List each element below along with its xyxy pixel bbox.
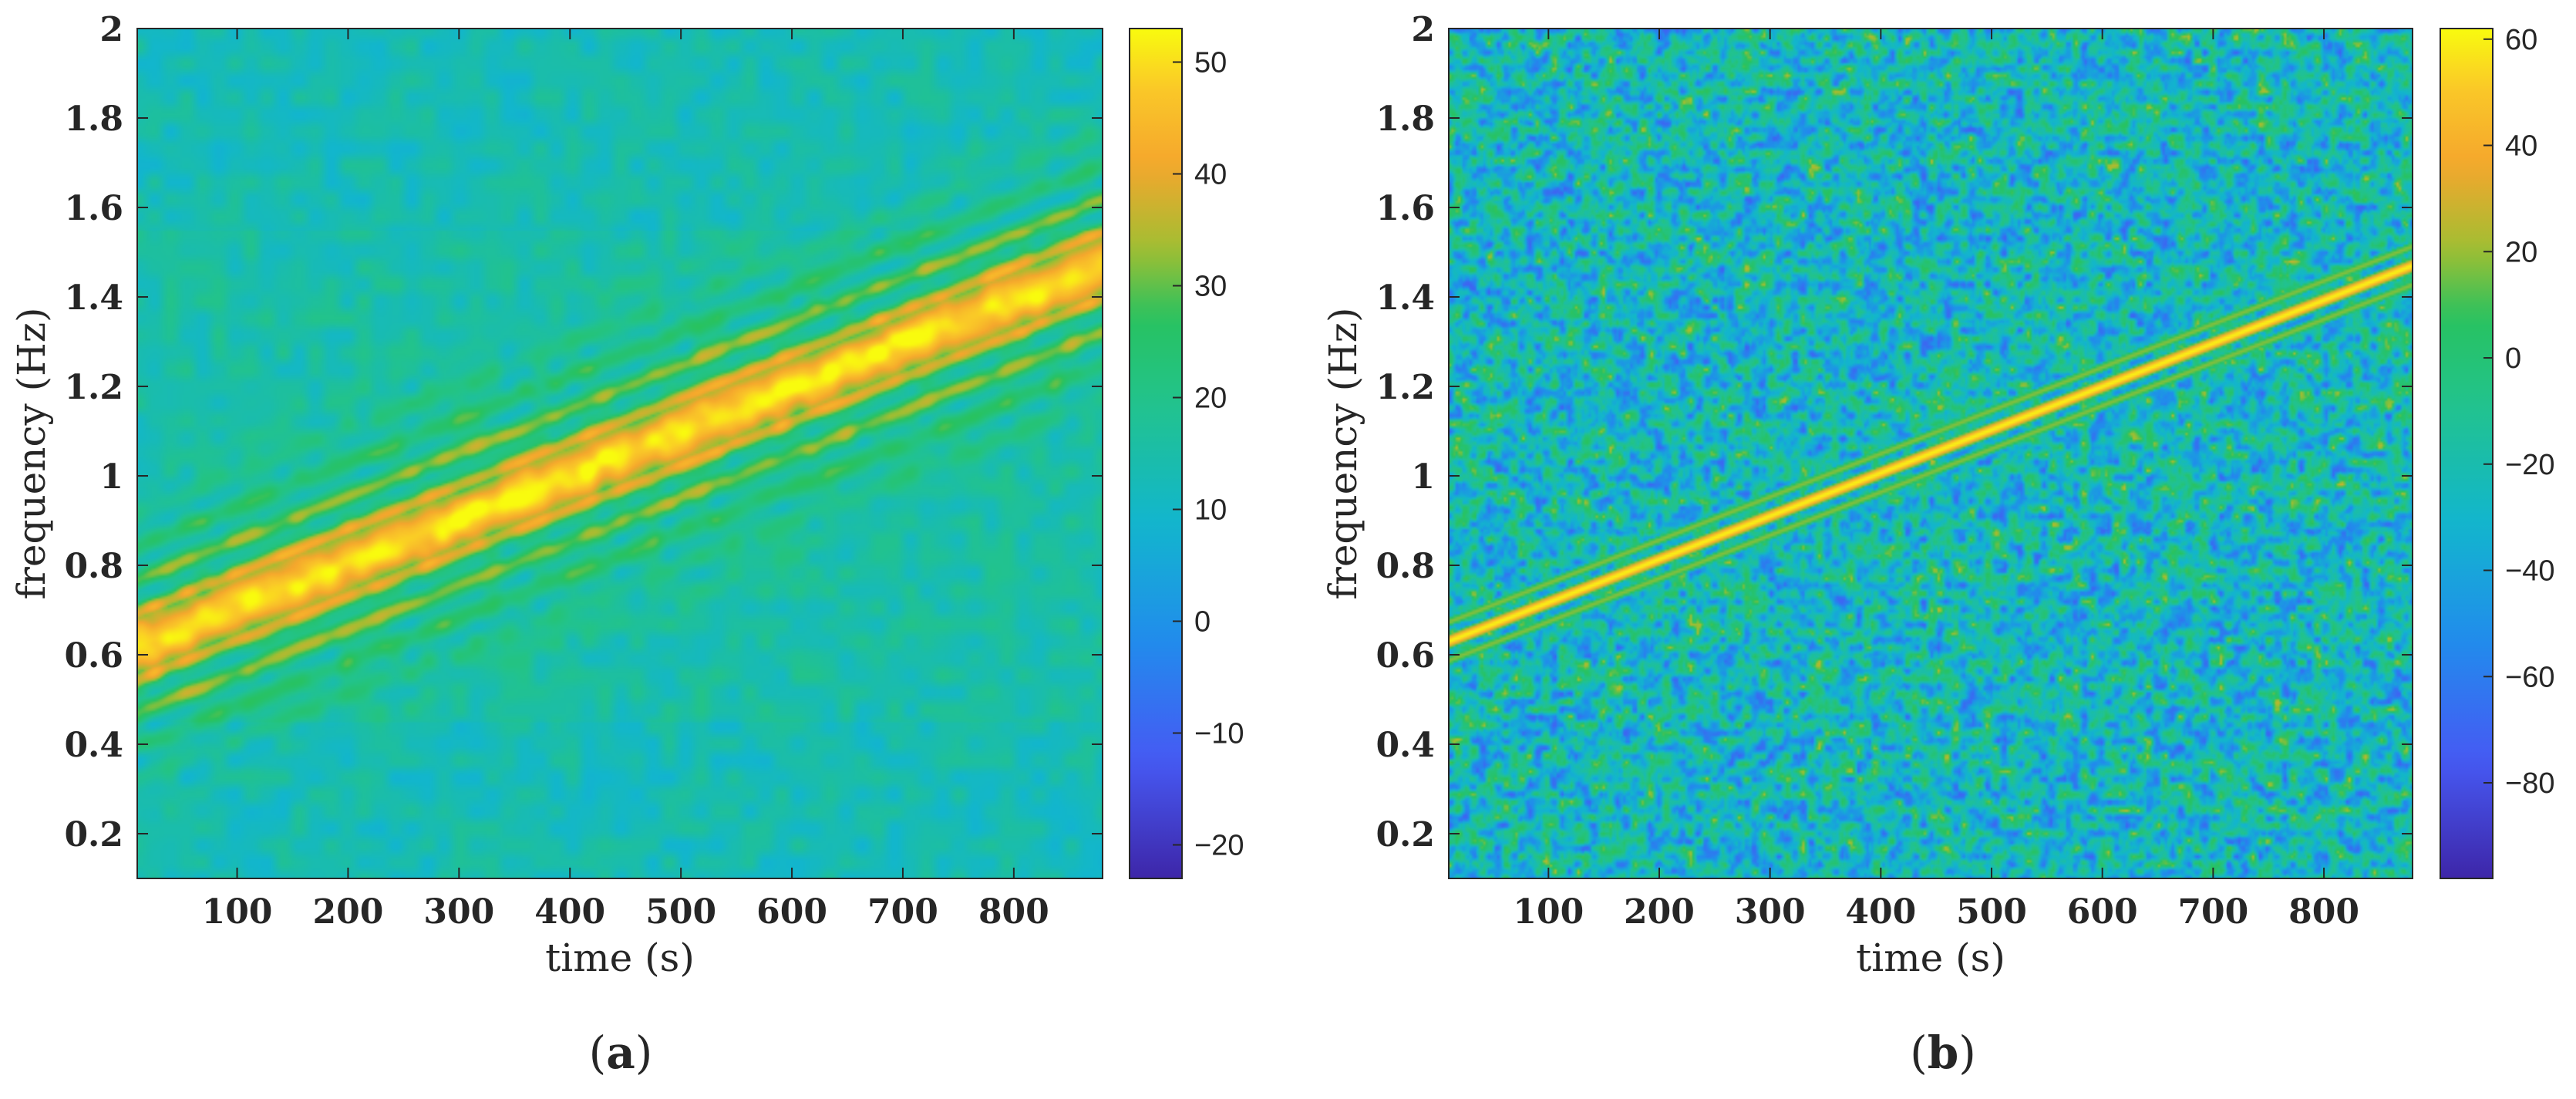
y-tick-label: 1.8	[64, 99, 123, 139]
colorbar-tick-label: 0	[1194, 606, 1211, 639]
colorbar-tick-label: −20	[1194, 830, 1244, 862]
x-tick-label: 600	[2067, 892, 2138, 932]
colorbar-tick-label: −60	[2505, 661, 2554, 693]
y-tick-label: 0.8	[1376, 547, 1435, 586]
y-tick-label: 1.2	[1376, 368, 1435, 407]
y-tick-label: 1.2	[64, 368, 123, 407]
colorbar-tick-label: −80	[2505, 767, 2554, 800]
x-tick-label: 200	[1624, 892, 1695, 932]
y-tick-label: 1.6	[1376, 189, 1435, 228]
colorbar-tick-label: 10	[1194, 494, 1227, 527]
y-tick-label: 2	[99, 10, 123, 49]
y-axis-label: frequency (Hz)	[1321, 307, 1365, 599]
y-tick-label: 0.2	[64, 815, 123, 855]
x-tick-label: 500	[645, 892, 716, 932]
x-tick-label: 700	[2177, 892, 2248, 932]
y-tick-label: 1	[99, 457, 123, 497]
colorbar-tick-label: 40	[1194, 159, 1227, 191]
x-tick-label: 300	[423, 892, 494, 932]
x-tick-label: 400	[1845, 892, 1916, 932]
y-tick-label: 0.6	[64, 636, 123, 676]
y-tick-label: 1.4	[1376, 278, 1435, 318]
colorbar	[1130, 29, 1182, 878]
colorbar	[2440, 29, 2493, 878]
y-tick-label: 1.8	[1376, 99, 1435, 139]
heatmap-image	[1449, 29, 2413, 878]
colorbar-tick-label: −20	[2505, 449, 2554, 481]
colorbar-tick-label: 40	[2505, 130, 2537, 163]
x-tick-label: 400	[534, 892, 605, 932]
y-tick-label: 1.6	[64, 189, 123, 228]
panel-label: (b)	[1910, 1027, 1976, 1079]
x-tick-label: 800	[2288, 892, 2359, 932]
y-tick-label: 0.6	[1376, 636, 1435, 676]
x-tick-label: 100	[202, 892, 273, 932]
y-tick-label: 2	[1411, 10, 1435, 49]
x-tick-label: 700	[867, 892, 938, 932]
y-tick-label: 0.4	[64, 726, 123, 765]
panel-label: (a)	[589, 1027, 653, 1079]
colorbar-frame	[2440, 28, 2494, 879]
panel-a: 100 200 300 400 500 600 700 8000.20.40.60.811.2…	[9, 10, 1244, 1079]
x-tick-label: 600	[756, 892, 827, 932]
colorbar-tick-label: 60	[2505, 24, 2537, 56]
x-tick-label: 500	[1956, 892, 2027, 932]
y-tick-label: 1	[1411, 457, 1435, 497]
colorbar-tick-label: 30	[1194, 271, 1227, 303]
colorbar-tick-label: −40	[2505, 555, 2554, 588]
x-tick-label: 800	[978, 892, 1049, 932]
colorbar-tick-label: 50	[1194, 47, 1227, 79]
colorbar-tick-label: 0	[2505, 342, 2521, 375]
y-tick-label: 0.2	[1376, 815, 1435, 855]
colorbar-tick-label: −10	[1194, 718, 1244, 750]
x-axis-label: time (s)	[545, 935, 695, 980]
x-tick-label: 100	[1513, 892, 1584, 932]
x-tick-label: 200	[312, 892, 383, 932]
y-tick-label: 0.8	[64, 547, 123, 586]
plot-frame	[1448, 28, 2413, 879]
heatmap-image	[137, 29, 1103, 878]
colorbar-frame	[1129, 28, 1183, 879]
y-axis-label: frequency (Hz)	[9, 307, 54, 599]
plot-frame	[136, 28, 1103, 879]
colorbar-tick-label: 20	[2505, 236, 2537, 268]
colorbar-tick-label: 20	[1194, 383, 1227, 415]
x-tick-label: 300	[1735, 892, 1806, 932]
x-axis-label: time (s)	[1856, 935, 2005, 980]
panel-b: 100 200 300 400 500 600 700 8000.20.40.60.811.2…	[1321, 10, 2554, 1079]
y-tick-label: 0.4	[1376, 726, 1435, 765]
y-tick-label: 1.4	[64, 278, 123, 318]
